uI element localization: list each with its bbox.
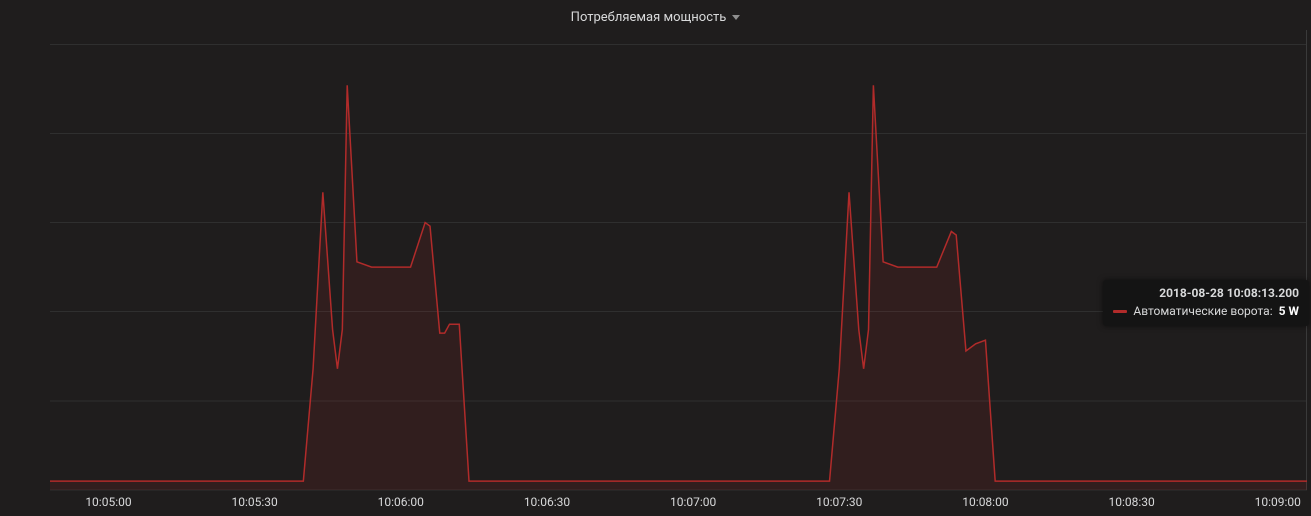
panel-title[interactable]: Потребляемая мощность bbox=[571, 10, 741, 25]
svg-text:10:07:30: 10:07:30 bbox=[816, 495, 863, 509]
svg-text:10:07:00: 10:07:00 bbox=[670, 495, 717, 509]
svg-text:10:06:30: 10:06:30 bbox=[524, 495, 571, 509]
tooltip-timestamp: 2018-08-28 10:08:13.200 bbox=[1113, 286, 1299, 300]
chart-tooltip: 2018-08-28 10:08:13.200 Автоматические в… bbox=[1103, 280, 1309, 326]
svg-text:10:05:00: 10:05:00 bbox=[85, 495, 132, 509]
tooltip-row: Автоматические ворота: 5 W bbox=[1113, 304, 1299, 318]
tooltip-value: 5 W bbox=[1279, 304, 1299, 318]
svg-text:10:05:30: 10:05:30 bbox=[231, 495, 278, 509]
tooltip-series-label: Автоматические ворота: bbox=[1133, 304, 1272, 318]
panel-title-bar: Потребляемая мощность bbox=[0, 0, 1311, 28]
chevron-down-icon bbox=[732, 15, 740, 20]
svg-text:10:08:30: 10:08:30 bbox=[1108, 495, 1155, 509]
panel-title-text: Потребляемая мощность bbox=[571, 10, 727, 25]
svg-text:10:06:00: 10:06:00 bbox=[378, 495, 425, 509]
svg-text:10:08:00: 10:08:00 bbox=[962, 495, 1009, 509]
svg-text:10:09:00: 10:09:00 bbox=[1255, 495, 1302, 509]
power-chart-panel: Потребляемая мощность 0 W50 W100 W150 W2… bbox=[0, 0, 1311, 516]
tooltip-swatch bbox=[1113, 310, 1127, 313]
chart-plot[interactable]: 0 W50 W100 W150 W200 W250 W10:05:0010:05… bbox=[50, 30, 1307, 516]
